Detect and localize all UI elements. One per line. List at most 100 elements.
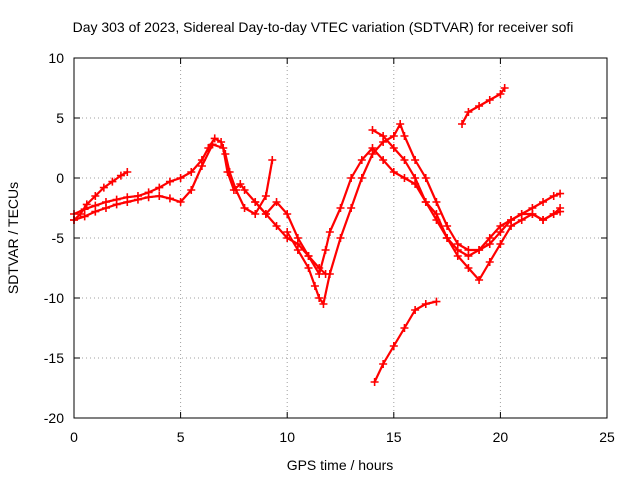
- data-point: [411, 156, 420, 164]
- data-point: [379, 132, 388, 140]
- data-point: [347, 174, 356, 182]
- series-pass-e: [283, 120, 565, 308]
- data-point: [272, 198, 281, 206]
- data-point: [485, 96, 494, 104]
- data-point: [500, 84, 509, 92]
- data-point: [223, 168, 232, 176]
- data-point: [411, 174, 420, 182]
- data-point: [368, 126, 377, 134]
- data-point: [251, 198, 260, 206]
- data-point: [453, 252, 462, 260]
- data-point: [116, 171, 125, 180]
- data-point: [236, 180, 245, 188]
- x-tick-label: 10: [279, 429, 295, 445]
- series-pass-f: [368, 126, 565, 284]
- data-point: [357, 174, 366, 182]
- data-point: [357, 156, 366, 164]
- data-point: [123, 168, 132, 176]
- data-point: [400, 132, 409, 140]
- data-point: [283, 228, 292, 236]
- x-tick-label: 20: [493, 429, 509, 445]
- data-point: [165, 177, 174, 186]
- data-layer: [70, 84, 565, 386]
- data-point: [453, 240, 462, 248]
- data-point: [91, 192, 100, 200]
- data-point: [101, 204, 110, 212]
- data-point: [91, 207, 100, 216]
- data-point: [229, 186, 238, 194]
- data-point: [507, 222, 516, 230]
- data-point: [261, 192, 270, 200]
- data-point: [321, 246, 330, 254]
- data-point: [133, 195, 142, 204]
- data-point: [539, 198, 548, 206]
- data-point: [268, 156, 277, 164]
- data-point: [517, 216, 526, 224]
- data-point: [347, 204, 356, 212]
- data-point: [432, 297, 441, 306]
- data-point: [293, 234, 302, 242]
- data-point: [464, 264, 473, 272]
- y-tick-label: -5: [52, 230, 65, 246]
- data-point: [432, 210, 441, 218]
- data-point: [144, 193, 153, 202]
- data-point: [389, 342, 398, 350]
- data-point: [187, 186, 196, 194]
- data-point: [219, 144, 228, 152]
- series-line: [72, 170, 129, 222]
- data-point: [155, 183, 164, 192]
- data-point: [464, 246, 473, 254]
- y-tick-label: 0: [56, 170, 64, 186]
- series-line: [373, 300, 438, 384]
- data-point: [411, 306, 420, 314]
- data-point: [293, 246, 302, 254]
- data-point: [475, 276, 484, 284]
- data-point: [272, 222, 281, 230]
- data-point: [400, 174, 409, 182]
- data-point: [325, 228, 334, 236]
- data-point: [80, 205, 89, 214]
- data-point: [176, 174, 185, 182]
- data-point: [421, 300, 430, 308]
- data-point: [389, 132, 398, 140]
- data-point: [368, 150, 377, 158]
- x-tick-label: 5: [177, 429, 185, 445]
- data-point: [304, 252, 313, 260]
- data-point: [99, 183, 108, 192]
- chart-title: Day 303 of 2023, Sidereal Day-to-day VTE…: [73, 19, 574, 35]
- data-point: [496, 90, 505, 98]
- data-point: [310, 282, 319, 290]
- data-point: [283, 210, 292, 218]
- data-point: [165, 194, 174, 203]
- data-point: [400, 324, 409, 332]
- data-point: [304, 264, 313, 272]
- data-point: [432, 198, 441, 206]
- data-point: [549, 192, 558, 200]
- y-tick-label: 10: [48, 50, 64, 66]
- data-point: [539, 216, 548, 224]
- data-point: [315, 294, 324, 302]
- data-point: [155, 192, 164, 200]
- x-tick-label: 0: [70, 429, 78, 445]
- data-point: [458, 120, 467, 128]
- data-point: [336, 204, 345, 212]
- grid: [74, 58, 607, 418]
- data-point: [485, 240, 494, 248]
- x-tick-label: 15: [386, 429, 402, 445]
- data-point: [336, 234, 345, 242]
- data-point: [319, 300, 328, 308]
- data-point: [176, 198, 185, 206]
- data-point: [528, 210, 537, 218]
- series-pass-g: [458, 84, 509, 128]
- data-point: [496, 228, 505, 236]
- y-axis-label: SDTVAR / TECUs: [5, 182, 21, 294]
- data-point: [210, 134, 219, 143]
- data-point: [485, 258, 494, 266]
- data-point: [240, 186, 249, 194]
- data-point: [112, 200, 121, 209]
- data-point: [443, 234, 452, 242]
- axis-ticks: 0 5 10 15 20 25 -20 -15 -10 -5 0 5 10: [44, 50, 615, 445]
- data-point: [240, 204, 249, 212]
- data-point: [400, 156, 409, 164]
